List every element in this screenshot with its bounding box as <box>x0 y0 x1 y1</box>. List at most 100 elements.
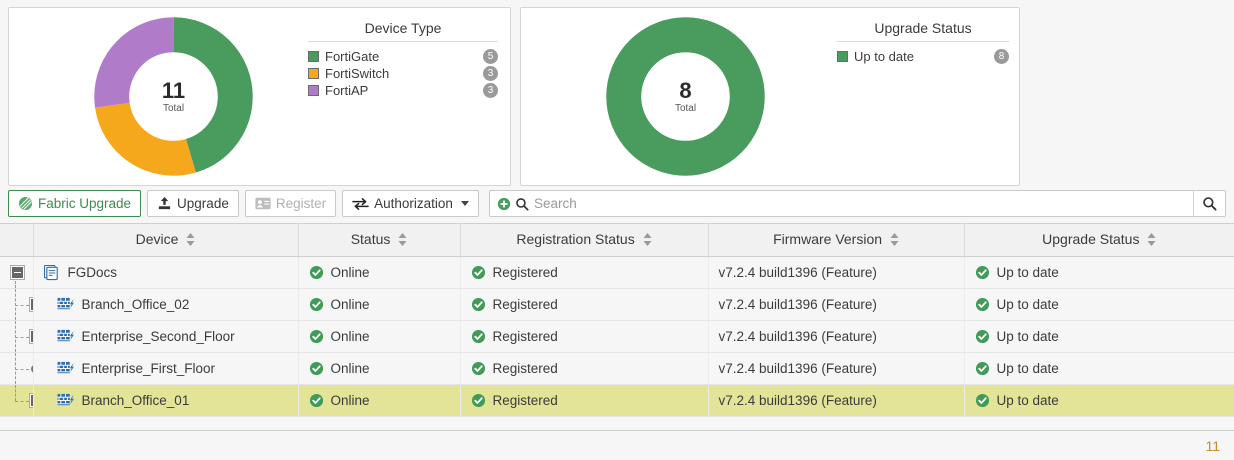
column-header-tree <box>0 223 34 257</box>
table-row[interactable]: Enterprise_First_Floor Online <box>0 352 1234 385</box>
column-header-registration-status-label: Registration Status <box>516 231 635 248</box>
cell-firmware-version: v7.2.4 build1396 (Feature) <box>708 384 965 417</box>
device-name: Branch_Office_01 <box>81 393 190 408</box>
registration-status-label: Registered <box>492 265 558 280</box>
tree-toggle-cell[interactable] <box>0 256 34 289</box>
cell-upgrade-status: Up to date <box>964 288 1234 321</box>
search-icon <box>1203 197 1217 211</box>
upgrade-button[interactable]: Upgrade <box>147 190 239 217</box>
column-header-status[interactable]: Status <box>298 223 461 257</box>
cell-firmware-version: v7.2.4 build1396 (Feature) <box>708 352 965 385</box>
legend-item-fortiswitch[interactable]: FortiSwitch 3 <box>308 65 498 82</box>
tree-toggle-cell <box>0 352 34 385</box>
registration-status-label: Registered <box>492 297 558 312</box>
total-count-label: 11 <box>1205 437 1220 454</box>
legend-item-up-to-date[interactable]: Up to date 8 <box>837 48 1009 65</box>
legend-label: FortiSwitch <box>325 66 390 81</box>
column-header-upgrade-status[interactable]: Upgrade Status <box>964 223 1234 257</box>
table-footer: 11 <box>0 430 1234 460</box>
tree-toggle-cell[interactable] <box>0 288 34 321</box>
upgrade-status-donut-svg <box>606 17 765 176</box>
expand-icon[interactable] <box>29 392 32 408</box>
check-circle-icon <box>975 297 989 312</box>
expand-icon[interactable] <box>29 296 32 312</box>
device-type-legend-title: Device Type <box>308 20 498 42</box>
add-filter-icon[interactable] <box>497 197 511 211</box>
search-input[interactable]: Search <box>533 196 577 211</box>
device-name: Enterprise_Second_Floor <box>81 329 235 344</box>
fabric-upgrade-button[interactable]: Fabric Upgrade <box>8 190 142 217</box>
upgrade-status-label: Up to date <box>996 393 1059 408</box>
table-row[interactable]: Branch_Office_02 Online <box>0 288 1234 321</box>
cell-device: Branch_Office_01 <box>33 384 299 417</box>
firewall-icon <box>57 297 74 310</box>
upgrade-status-legend-title: Upgrade Status <box>837 20 1009 42</box>
column-header-status-label: Status <box>350 231 391 248</box>
fabric-upgrade-label: Fabric Upgrade <box>38 196 132 211</box>
sort-icon[interactable] <box>186 232 195 249</box>
check-circle-icon <box>309 297 323 312</box>
column-header-device[interactable]: Device <box>33 223 299 257</box>
legend-item-fortiap[interactable]: FortiAP 3 <box>308 82 498 99</box>
cell-firmware-version: v7.2.4 build1396 (Feature) <box>708 288 965 321</box>
status-label: Online <box>330 265 370 280</box>
table-row[interactable]: FGDocs Online <box>0 256 1234 289</box>
cell-status: Online <box>298 320 461 353</box>
legend-count: 5 <box>483 49 498 64</box>
legend-count: 3 <box>483 83 498 98</box>
check-circle-icon <box>975 265 989 280</box>
expand-icon[interactable] <box>29 328 32 344</box>
sort-icon[interactable] <box>643 232 652 249</box>
legend-count: 8 <box>994 49 1009 64</box>
dashboard-widgets: 11 Total Device Type FortiGate 5 FortiSw… <box>0 0 1234 186</box>
search-icon <box>516 197 529 211</box>
registration-status-label: Registered <box>492 329 558 344</box>
cell-registration-status: Registered <box>460 288 709 321</box>
check-circle-icon <box>309 393 323 408</box>
cell-status: Online <box>298 256 461 289</box>
legend-label: FortiAP <box>325 83 369 98</box>
device-name: Enterprise_First_Floor <box>81 361 216 376</box>
device-type-legend: Device Type FortiGate 5 FortiSwitch 3 Fo… <box>308 20 498 99</box>
cell-registration-status: Registered <box>460 256 709 289</box>
table-row[interactable]: Branch_Office_01 Online <box>0 384 1234 417</box>
search-submit-button[interactable] <box>1193 191 1225 216</box>
sort-icon[interactable] <box>1147 232 1156 249</box>
action-toolbar: Fabric Upgrade Upgrade Register Authoriz… <box>0 186 1234 223</box>
firewall-icon <box>57 393 74 406</box>
id-card-icon <box>255 197 271 210</box>
tree-toggle-cell[interactable] <box>0 320 34 353</box>
table-header-row: Device Status Registration Status <box>0 223 1234 257</box>
firmware-version-label: v7.2.4 build1396 (Feature) <box>718 361 877 376</box>
donut-slice-uptodate <box>606 17 765 176</box>
tree-toggle-cell[interactable] <box>0 384 34 417</box>
legend-label: Up to date <box>854 49 914 64</box>
table-row[interactable]: Enterprise_Second_Floor Online <box>0 320 1234 353</box>
collapse-icon[interactable] <box>10 265 25 281</box>
cell-registration-status: Registered <box>460 352 709 385</box>
sort-icon[interactable] <box>890 232 899 249</box>
search-box-icons <box>490 197 534 211</box>
cell-device: Branch_Office_02 <box>33 288 299 321</box>
table-body: FGDocs Online <box>0 256 1234 417</box>
check-circle-icon <box>975 329 989 344</box>
register-label: Register <box>275 196 327 211</box>
cell-status: Online <box>298 384 461 417</box>
cell-firmware-version: v7.2.4 build1396 (Feature) <box>708 256 965 289</box>
check-circle-icon <box>309 361 323 376</box>
firmware-version-label: v7.2.4 build1396 (Feature) <box>718 393 877 408</box>
chevron-down-icon <box>460 201 469 206</box>
device-table: Device Status Registration Status <box>0 223 1234 417</box>
column-header-registration-status[interactable]: Registration Status <box>460 223 709 257</box>
column-header-firmware-version[interactable]: Firmware Version <box>708 223 965 257</box>
authorization-button[interactable]: Authorization <box>342 190 479 217</box>
check-circle-icon <box>471 393 485 408</box>
legend-item-fortigate[interactable]: FortiGate 5 <box>308 48 498 65</box>
register-button[interactable]: Register <box>244 190 337 217</box>
donut-slice-fortigate <box>94 17 253 176</box>
sort-icon[interactable] <box>398 232 407 249</box>
cell-device: Enterprise_First_Floor <box>33 352 299 385</box>
upgrade-status-label: Up to date <box>996 361 1059 376</box>
search-box[interactable]: Search <box>488 190 1226 217</box>
column-header-firmware-version-label: Firmware Version <box>773 231 883 248</box>
